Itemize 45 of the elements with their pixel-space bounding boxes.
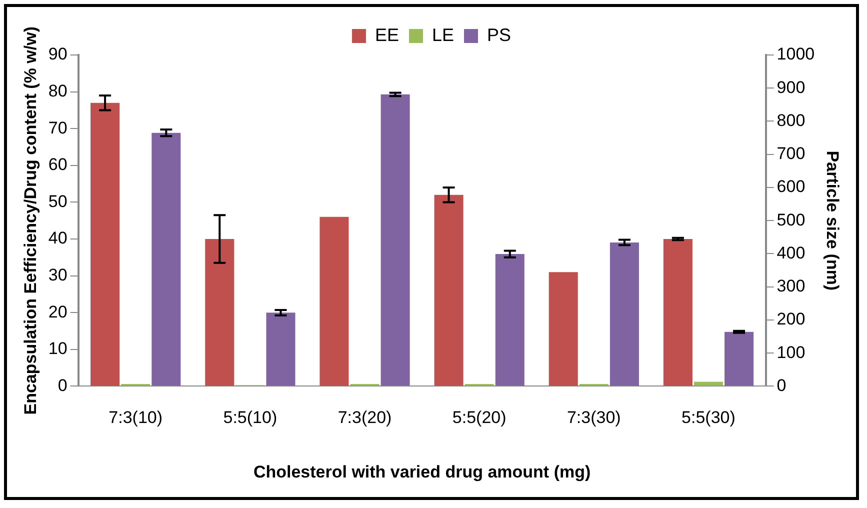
x-tick-label: 7:3(20) <box>338 408 392 428</box>
bar <box>724 332 754 386</box>
y-tick-label: 0 <box>58 376 68 395</box>
y2-tick-label: 400 <box>776 243 806 262</box>
bar <box>380 94 410 386</box>
y2-tick-label: 500 <box>776 210 806 230</box>
legend-label: EE <box>374 24 399 45</box>
y2-tick-label: 100 <box>776 342 806 362</box>
y-tick-label: 40 <box>48 228 68 248</box>
bar <box>495 254 524 386</box>
x-axis-title: Cholesterol with varied drug amount (mg) <box>253 462 591 482</box>
bar <box>266 312 296 386</box>
y2-tick-label: 200 <box>776 310 806 329</box>
y-tick-label: 70 <box>48 118 68 138</box>
bar <box>152 132 181 386</box>
y-tick-label: 10 <box>48 339 68 358</box>
y-tick-label: 80 <box>48 81 68 100</box>
y2-tick-label: 800 <box>776 110 806 130</box>
x-tick-label: 7:3(30) <box>566 408 621 428</box>
bar <box>548 272 578 386</box>
y-tick-label: 20 <box>48 302 68 322</box>
y2-axis-title: Particle size (nm) <box>823 150 842 291</box>
bar <box>205 239 234 386</box>
y2-tick-label: 700 <box>776 144 806 164</box>
y2-tick-label: 600 <box>776 177 806 196</box>
y-tick-label: 50 <box>48 192 68 211</box>
y-tick-label: 30 <box>48 265 68 284</box>
x-tick-label: 5:5(30) <box>682 408 736 428</box>
x-tick-label: 5:5(20) <box>452 408 506 428</box>
x-tick-label: 5:5(10) <box>223 408 278 428</box>
bar <box>610 242 639 386</box>
bar <box>663 239 692 386</box>
y-tick-label: 60 <box>48 155 68 174</box>
y2-tick-label: 900 <box>776 78 806 97</box>
y2-tick-label: 300 <box>776 276 806 296</box>
y-axis-title: Encapsulation Eefficiency/Drug content (% w/w) <box>20 26 40 415</box>
legend-label: LE <box>432 24 454 45</box>
legend-label: PS <box>487 24 512 45</box>
y2-tick-label: 0 <box>776 376 786 395</box>
x-tick-label: 7:3(10) <box>108 408 163 428</box>
y-tick-label: 90 <box>48 44 68 64</box>
bar <box>320 216 349 386</box>
y2-tick-label: 1000 <box>776 44 815 64</box>
bar <box>434 194 464 386</box>
bar <box>90 102 120 386</box>
